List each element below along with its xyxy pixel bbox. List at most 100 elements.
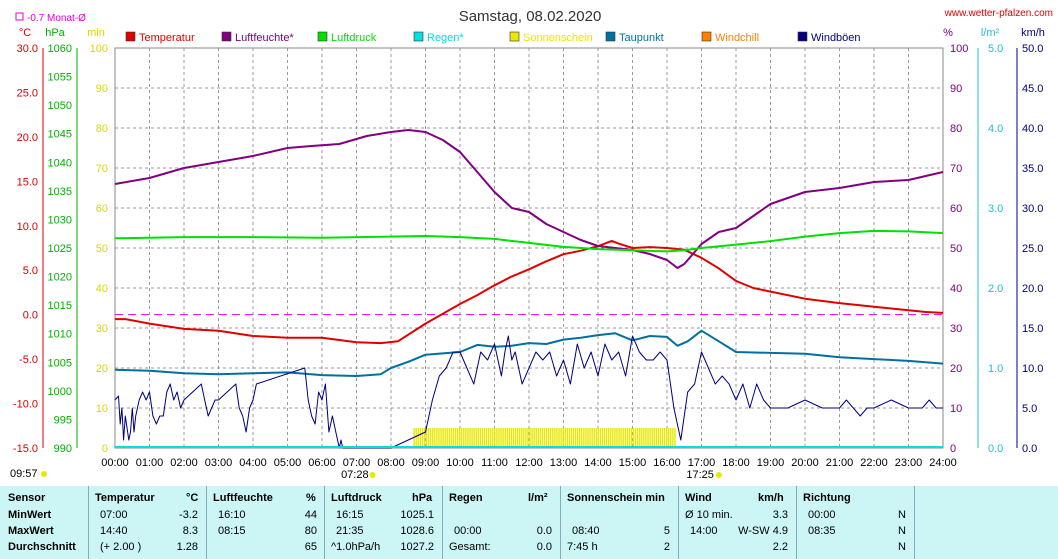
row-min-press: 1025.1 (400, 509, 434, 521)
row-max-rain-time: 00:00 (454, 525, 482, 537)
hdr-press: Luftdruck (331, 492, 382, 504)
wind-tick-label: 10.0 (1022, 363, 1043, 375)
hdr-wind-unit: km/h (758, 492, 784, 504)
sun_min-tick-label: 60 (96, 203, 108, 215)
x-tick-label: 00:00 (101, 457, 129, 469)
site-link[interactable]: www.wetter-pfalzen.com (944, 8, 1053, 19)
hdr-rain: Regen (449, 492, 483, 504)
sun_min-tick-label: 100 (90, 43, 108, 55)
rain-tick-label: 3.0 (988, 203, 1003, 215)
row-max-sun: 5 (663, 525, 670, 537)
sun_min-tick-label: 40 (96, 283, 108, 295)
pressure-tick-label: 1040 (48, 157, 72, 169)
pressure-unit-label: hPa (45, 27, 65, 39)
pressure-tick-label: 1045 (48, 129, 72, 141)
rain-month-icon (15, 12, 24, 21)
row-max-temp: 8.3 (182, 525, 198, 537)
row-avg-temp: 1.28 (176, 541, 198, 553)
temp-tick-label: 10.0 (17, 221, 38, 233)
temp-tick-label: 5.0 (23, 265, 38, 277)
hdr-sensor: Sensor (8, 492, 46, 504)
hdr-hum-unit: % (306, 492, 316, 504)
pressure-tick-label: 1035 (48, 186, 72, 198)
legend-swatch (125, 31, 136, 42)
row-min-press-time: 16:15 (336, 509, 364, 521)
sun_min-unit-label: min (87, 27, 105, 39)
humidity-tick-label: 40 (950, 283, 962, 295)
row-min-dir: N (898, 509, 906, 521)
humidity-tick-label: 20 (950, 363, 962, 375)
humidity-tick-label: 0 (950, 443, 956, 455)
row-max-dir-time: 08:35 (808, 525, 836, 537)
sun_min-tick-label: 20 (96, 363, 108, 375)
sun_min-tick-label: 0 (102, 443, 108, 455)
x-tick-label: 21:00 (826, 457, 854, 469)
wind-tick-label: 45.0 (1022, 83, 1043, 95)
sunrise-label: 07:28 (341, 469, 369, 481)
sun_min-tick-label: 10 (96, 403, 108, 415)
legend-swatch (509, 31, 520, 42)
row-max-press: 1028.6 (400, 525, 434, 537)
temp-tick-label: -10.0 (13, 399, 38, 411)
hdr-sun: Sonnenschein min (567, 492, 665, 504)
rain-month-label: -0.7 Monat-Ø (27, 13, 86, 24)
hdr-rain-unit: l/m² (528, 492, 548, 504)
humidity-tick-label: 80 (950, 123, 962, 135)
pressure-tick-label: 1020 (48, 272, 72, 284)
temp-unit-label: °C (19, 27, 31, 39)
legend-swatch (797, 31, 808, 42)
sun_min-tick-label: 70 (96, 163, 108, 175)
row-min-hum: 44 (304, 509, 317, 521)
rain-tick-label: 2.0 (988, 283, 1003, 295)
series-line-dew (114, 329, 944, 377)
temp-tick-label: 25.0 (17, 87, 38, 99)
weather-chart: 00:00 01:00 02:00 03:00 04:00 05:00 06:00 07:00… (10, 8, 1053, 481)
legend-label: Windböen (811, 32, 861, 44)
row-avg-dir: N (898, 541, 906, 553)
row-avg-sun: 2 (663, 541, 670, 553)
sunrise-icon (369, 472, 376, 478)
legend-label: Windchill (715, 32, 759, 44)
temp-tick-label: 30.0 (17, 43, 38, 55)
chart-series (114, 129, 944, 449)
series-line-pressure (114, 229, 944, 253)
legend-swatch (317, 31, 328, 42)
row-min-dir-time: 00:00 (808, 509, 836, 521)
pressure-tick-label: 1025 (48, 243, 72, 255)
x-tick-label: 15:00 (619, 457, 647, 469)
time-marker-label: 09:57 (10, 468, 38, 480)
sunset-icon (715, 472, 722, 478)
temp-tick-label: 20.0 (17, 132, 38, 144)
x-tick-label: 19:00 (757, 457, 785, 469)
sunset-label: 17:25 (686, 469, 714, 481)
x-tick-label: 24:00 (929, 457, 957, 469)
legend-swatch (605, 31, 616, 42)
row-min-wind: 3.3 (772, 509, 788, 521)
hdr-temp: Temperatur (95, 492, 155, 504)
sun_min-tick-label: 30 (96, 323, 108, 335)
row-min-wind-desc: Ø 10 min. (685, 509, 733, 521)
pressure-tick-label: 1060 (48, 43, 72, 55)
legend-swatch (413, 31, 424, 42)
pressure-tick-label: 1050 (48, 100, 72, 112)
row-avg-temp-time: (+ 2.00 ) (100, 541, 142, 553)
wind-tick-label: 50.0 (1022, 43, 1043, 55)
x-tick-label: 16:00 (653, 457, 681, 469)
pressure-tick-label: 1005 (48, 357, 72, 369)
row-avg-sun-time: 7:45 h (567, 541, 598, 553)
pressure-tick-label: 990 (54, 443, 72, 455)
humidity-tick-label: 100 (950, 43, 968, 55)
row-avg-rain-time: Gesamt: (449, 541, 491, 553)
x-tick-label: 11:00 (481, 457, 508, 469)
sun_min-tick-label: 80 (96, 123, 108, 135)
chart-title: Samstag, 08.02.2020 (459, 8, 602, 25)
hdr-dir: Richtung (803, 492, 851, 504)
pressure-tick-label: 1000 (48, 386, 72, 398)
rain-tick-label: 5.0 (988, 43, 1003, 55)
x-tick-label: 17:00 (688, 457, 716, 469)
row-avg-hum: 65 (304, 541, 317, 553)
chart-labels: 00:00 01:00 02:00 03:00 04:00 05:00 06:00 07:00… (10, 27, 1045, 481)
pressure-tick-label: 995 (54, 414, 72, 426)
pressure-tick-label: 1055 (48, 72, 72, 84)
x-tick-label: 04:00 (239, 457, 267, 469)
